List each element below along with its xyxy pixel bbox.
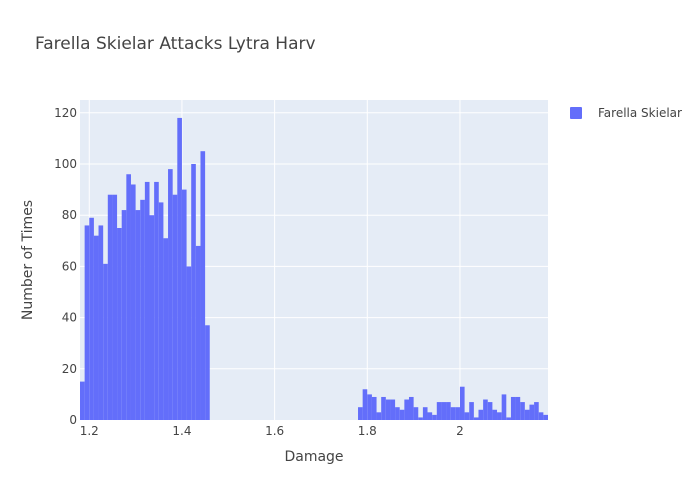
y-tick-label: 0 — [69, 413, 77, 427]
histogram-bar[interactable] — [520, 402, 525, 420]
histogram-bar[interactable] — [163, 238, 169, 420]
histogram-bar[interactable] — [158, 202, 164, 420]
legend[interactable]: Farella Skielar — [570, 106, 682, 120]
histogram-bar[interactable] — [200, 151, 206, 420]
x-tick-label: 1.8 — [358, 424, 377, 438]
histogram-bar[interactable] — [436, 402, 442, 420]
histogram-bar[interactable] — [107, 194, 113, 420]
histogram-bar[interactable] — [506, 417, 511, 420]
histogram-bar[interactable] — [358, 407, 363, 420]
histogram-bar[interactable] — [149, 215, 155, 420]
x-tick-label: 1.2 — [80, 424, 99, 438]
histogram-bar[interactable] — [172, 194, 178, 420]
y-axis-label: Number of Times — [20, 200, 36, 320]
x-tick-label: 1.6 — [265, 424, 284, 438]
histogram-bar[interactable] — [441, 402, 447, 420]
histogram-bar[interactable] — [117, 228, 122, 420]
histogram-bar[interactable] — [126, 174, 131, 420]
y-tick-label: 80 — [62, 208, 77, 222]
histogram-bar[interactable] — [450, 407, 456, 420]
histogram-bar[interactable] — [427, 412, 433, 420]
axis-layer: 0 20 40 60 80 100 120 1.2 1.4 1.6 1.8 2 — [54, 106, 464, 438]
y-tick-label: 20 — [62, 362, 77, 376]
histogram-bar[interactable] — [524, 409, 530, 420]
histogram-bar[interactable] — [98, 225, 104, 420]
histogram-bar[interactable] — [473, 417, 479, 420]
y-tick-label: 60 — [62, 259, 77, 273]
histogram-bar[interactable] — [538, 412, 544, 420]
histogram-bar[interactable] — [432, 414, 437, 420]
histogram-bar[interactable] — [168, 169, 173, 420]
histogram-bar[interactable] — [144, 181, 150, 420]
histogram-bar[interactable] — [497, 412, 502, 420]
y-tick-label: 120 — [54, 106, 77, 120]
histogram-bar[interactable] — [395, 407, 400, 420]
histogram-bar[interactable] — [455, 407, 460, 420]
bar-layer — [80, 117, 548, 421]
histogram-bar[interactable] — [464, 412, 470, 420]
histogram-bar[interactable] — [93, 235, 99, 420]
histogram-bar[interactable] — [103, 263, 108, 420]
histogram-bar[interactable] — [483, 399, 488, 420]
histogram-bar[interactable] — [422, 407, 428, 420]
histogram-bar[interactable] — [469, 402, 474, 420]
histogram-bar[interactable] — [459, 386, 465, 420]
histogram-bar[interactable] — [408, 396, 414, 420]
histogram-bar[interactable] — [534, 402, 539, 420]
histogram-bar[interactable] — [84, 225, 90, 420]
histogram-bar[interactable] — [371, 396, 377, 420]
histogram-bar[interactable] — [446, 402, 451, 420]
histogram-bar[interactable] — [177, 117, 182, 421]
histogram-bar[interactable] — [130, 184, 136, 420]
histogram-bar[interactable] — [501, 394, 507, 420]
x-tick-label: 2 — [456, 424, 464, 438]
histogram-bar[interactable] — [385, 399, 391, 420]
chart-title: Farella Skielar Attacks Lytra Harv — [35, 34, 316, 54]
histogram-bar[interactable] — [112, 194, 118, 420]
histogram-bar[interactable] — [487, 402, 493, 420]
legend-label: Farella Skielar — [598, 106, 682, 120]
histogram-bar[interactable] — [413, 407, 419, 420]
histogram-bar[interactable] — [515, 396, 521, 420]
histogram-bar[interactable] — [89, 217, 94, 420]
x-axis-label: Damage — [284, 449, 343, 465]
histogram-bar[interactable] — [418, 417, 423, 420]
histogram-bar[interactable] — [181, 189, 187, 420]
histogram-bar[interactable] — [390, 399, 396, 420]
histogram-bar[interactable] — [186, 266, 192, 420]
histogram-bar[interactable] — [80, 381, 85, 420]
histogram-bar[interactable] — [195, 245, 201, 420]
histogram-bar[interactable] — [492, 409, 498, 420]
histogram-bar[interactable] — [381, 396, 386, 420]
histogram-bar[interactable] — [121, 210, 127, 420]
histogram-bar[interactable] — [376, 412, 382, 420]
histogram-bar[interactable] — [135, 210, 141, 420]
histogram-bar[interactable] — [362, 389, 368, 420]
histogram-bar[interactable] — [367, 394, 372, 420]
x-tick-label: 1.4 — [172, 424, 191, 438]
histogram-bar[interactable] — [404, 399, 409, 420]
histogram-bar[interactable] — [154, 181, 159, 420]
histogram-bar[interactable] — [140, 199, 145, 420]
histogram-bar[interactable] — [191, 164, 196, 420]
legend-swatch — [570, 107, 582, 119]
histogram-bar[interactable] — [543, 414, 548, 420]
y-tick-label: 40 — [62, 311, 77, 325]
histogram-bar[interactable] — [399, 409, 405, 420]
histogram-bar[interactable] — [529, 404, 535, 420]
histogram-bar[interactable] — [205, 325, 210, 420]
histogram-bar[interactable] — [478, 409, 484, 420]
y-tick-label: 100 — [54, 157, 77, 171]
histogram-bar[interactable] — [510, 396, 516, 420]
